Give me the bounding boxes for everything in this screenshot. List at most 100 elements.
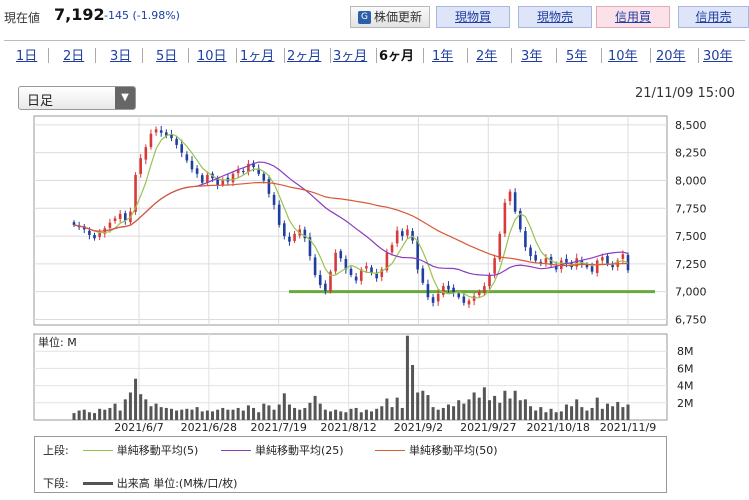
volume-tick-label: 8M <box>677 345 694 358</box>
volume-bar <box>200 411 204 420</box>
volume-bar <box>621 407 625 420</box>
volume-bar <box>436 409 440 420</box>
candle-body <box>447 285 450 290</box>
volume-bar <box>529 406 533 420</box>
tab-1m[interactable]: 1ヶ月 <box>240 49 275 64</box>
candle-body <box>252 162 255 168</box>
volume-bar <box>205 410 209 420</box>
tab-2d[interactable]: 2日 <box>63 49 85 64</box>
legend-label: 単純移動平均(5) <box>116 444 199 457</box>
tab-10y[interactable]: 10年 <box>608 49 638 64</box>
candle-body <box>200 175 204 183</box>
price-tick-label: 7,250 <box>675 258 707 271</box>
volume-bar <box>390 407 394 420</box>
candle-body <box>277 204 281 225</box>
volume-tick-label: 4M <box>677 380 694 393</box>
candle-body <box>395 230 399 244</box>
volume-bar <box>164 407 168 420</box>
tab-divider <box>284 48 285 63</box>
legend-label: 単純移動平均(50) <box>409 444 498 457</box>
header: 現在値 7,192 -145 (-1.98%) G 株価更新 現物買 現物売 信… <box>0 0 749 34</box>
volume-bar <box>605 403 609 420</box>
tab-6m[interactable]: 6ヶ月 <box>379 45 415 64</box>
tab-30y[interactable]: 30年 <box>703 49 733 64</box>
candle-body <box>400 231 404 237</box>
volume-bar <box>211 411 214 420</box>
tab-3m[interactable]: 3ヶ月 <box>333 49 368 64</box>
candle-body <box>539 261 543 263</box>
candle-body <box>334 252 337 272</box>
candle-body <box>565 258 568 263</box>
volume-bar <box>323 409 327 420</box>
date-axis-labels: 2021/6/7 2021/6/28 2021/7/19 2021/8/12 2021/… <box>114 421 656 434</box>
tab-1d[interactable]: 1日 <box>16 49 38 64</box>
tab-3d[interactable]: 3日 <box>110 49 132 64</box>
volume-bar <box>334 409 338 420</box>
volume-bar <box>169 408 173 420</box>
candle-body <box>283 223 286 237</box>
volume-bar <box>482 387 486 420</box>
volume-bar <box>395 397 399 420</box>
candle-body <box>590 266 594 272</box>
candle-body <box>513 192 517 212</box>
volume-tick-label: 6M <box>677 362 694 375</box>
candle-body <box>170 134 173 139</box>
tab-3y[interactable]: 3年 <box>521 49 543 64</box>
date-tick-label: 2021/8/12 <box>320 421 376 434</box>
candle-body <box>544 258 548 263</box>
tab-20y[interactable]: 20年 <box>656 49 686 64</box>
volume-bar <box>375 408 379 420</box>
period-select[interactable]: 日足 ▼ <box>18 86 136 110</box>
price-panel <box>33 115 668 326</box>
tab-2y[interactable]: 2年 <box>476 49 498 64</box>
tab-divider <box>188 48 189 63</box>
volume-unit-label: 単位: M <box>38 335 77 349</box>
volume-bar <box>549 408 553 420</box>
volume-bar <box>364 409 368 420</box>
volume-bar <box>339 411 343 420</box>
candle-body <box>621 254 625 259</box>
candle-body <box>257 168 260 174</box>
margin-buy-button[interactable]: 信用買 <box>596 6 670 28</box>
candle-body <box>354 276 358 281</box>
candle-body <box>529 247 532 257</box>
volume-bar <box>113 403 117 420</box>
candle-body <box>503 202 507 234</box>
volume-bar <box>318 403 322 420</box>
candle-body <box>416 240 419 270</box>
refresh-icon: G <box>357 10 371 24</box>
refresh-price-button[interactable]: G 株価更新 <box>350 6 430 28</box>
volume-bar <box>190 409 194 420</box>
candle-body <box>457 293 461 298</box>
cash-sell-button[interactable]: 現物売 <box>518 6 592 28</box>
tab-5d[interactable]: 5日 <box>156 49 178 64</box>
candle-body <box>180 144 184 153</box>
volume-bar <box>221 407 225 420</box>
chevron-down-icon: ▼ <box>115 87 135 109</box>
legend-label: 単純移動平均(25) <box>255 444 344 457</box>
candle-body <box>606 255 609 264</box>
cash-buy-button[interactable]: 現物買 <box>436 6 510 28</box>
price-value: 7,192 <box>54 5 105 24</box>
tab-10d[interactable]: 10日 <box>197 49 227 64</box>
margin-sell-button[interactable]: 信用売 <box>678 6 749 28</box>
legend-swatch <box>375 449 405 451</box>
candle-body <box>554 265 558 270</box>
volume-bar <box>462 403 466 420</box>
candle-body <box>216 179 219 185</box>
volume-bar <box>585 410 589 420</box>
tab-2m[interactable]: 2ヶ月 <box>287 49 322 64</box>
tab-1y[interactable]: 1年 <box>432 49 454 64</box>
volume-bar <box>272 409 276 420</box>
candle-body <box>241 171 245 173</box>
volume-bar <box>77 410 81 420</box>
candle-body <box>93 234 96 239</box>
volume-bar <box>159 407 163 420</box>
tab-divider <box>48 48 49 63</box>
volume-bar <box>149 406 153 420</box>
volume-axis-labels: 2M 4M 6M 8M <box>677 345 694 410</box>
tab-5y[interactable]: 5年 <box>566 49 588 64</box>
volume-bar <box>246 405 250 420</box>
candle-body <box>206 174 209 183</box>
volume-bar <box>195 407 199 420</box>
